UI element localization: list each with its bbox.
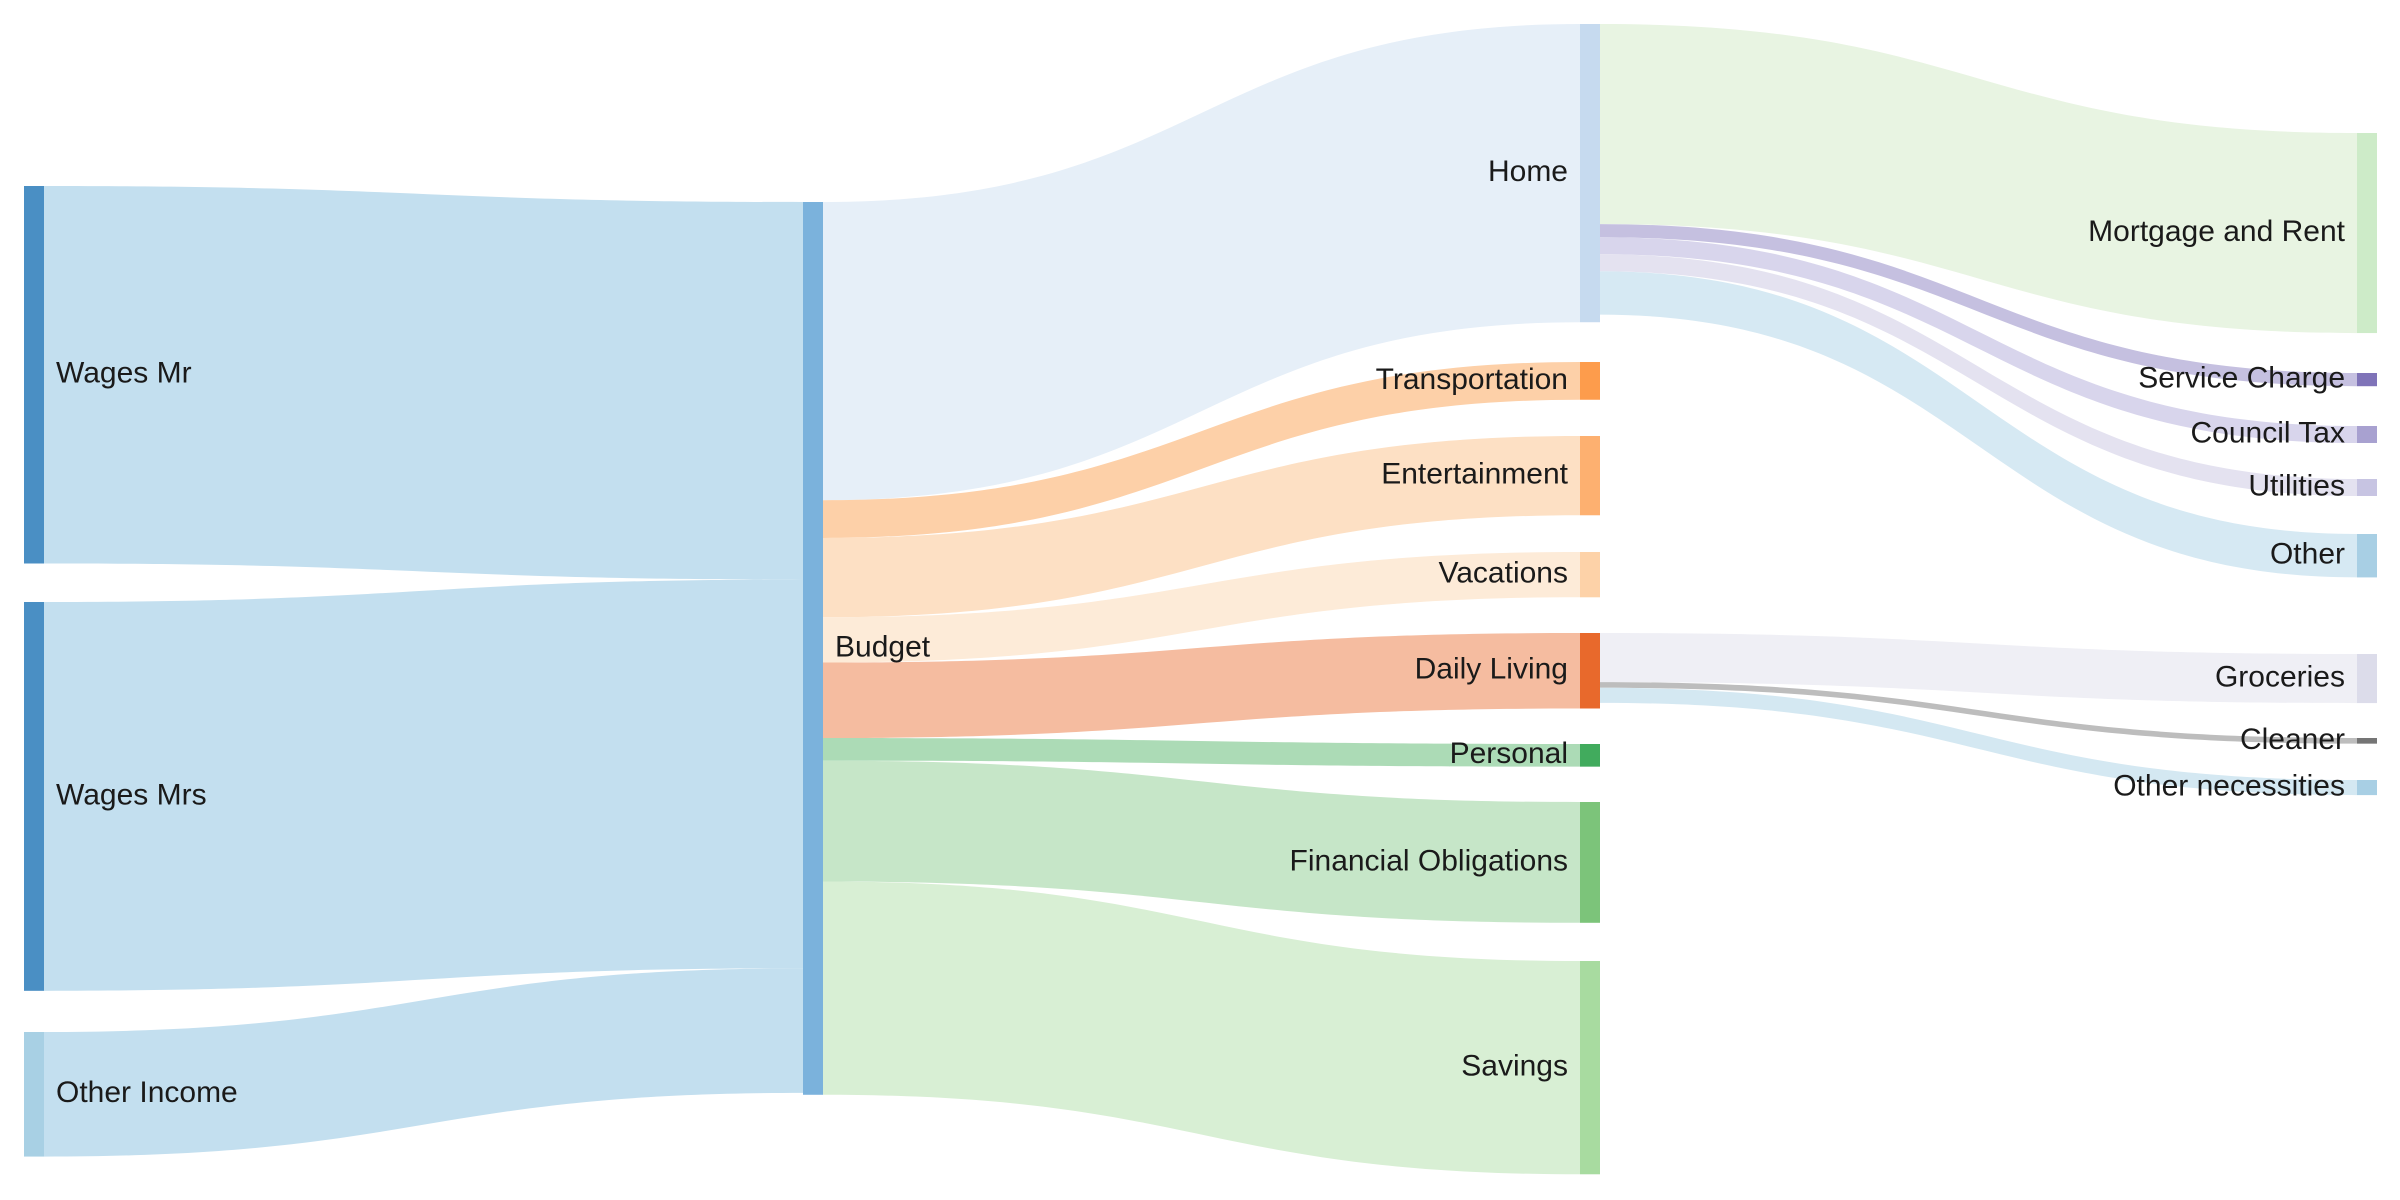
node-daily_living xyxy=(1580,633,1600,709)
node-wages_mr xyxy=(24,186,44,564)
link-other_income-to-budget xyxy=(44,968,803,1157)
node-label-savings: Savings xyxy=(1461,1050,1568,1083)
node-council_tax xyxy=(2357,426,2377,443)
labels-layer: Wages Mr Wages Mrs Other Income Budget Home T… xyxy=(56,155,2346,1109)
node-mortgage_rent xyxy=(2357,133,2377,334)
link-daily_living-to-other_necessities xyxy=(1600,687,2357,796)
node-vacations xyxy=(1580,552,1600,598)
node-other_necessities xyxy=(2357,780,2377,796)
node-savings xyxy=(1580,961,1600,1175)
node-label-other: Other xyxy=(2270,538,2345,571)
link-budget-to-entertainment xyxy=(823,436,1580,618)
node-label-other_income: Other Income xyxy=(56,1076,238,1109)
node-label-entertainment: Entertainment xyxy=(1381,458,1568,491)
node-label-utilities: Utilities xyxy=(2248,469,2345,502)
node-personal xyxy=(1580,744,1600,767)
nodes-layer xyxy=(24,24,2377,1175)
node-label-vacations: Vacations xyxy=(1438,557,1568,590)
node-financial_obligations xyxy=(1580,802,1600,923)
link-budget-to-vacations xyxy=(823,552,1580,663)
node-label-service_charge: Service Charge xyxy=(2138,362,2345,395)
node-groceries xyxy=(2357,654,2377,704)
link-daily_living-to-groceries xyxy=(1600,633,2357,704)
link-daily_living-to-cleaner xyxy=(1600,682,2357,744)
link-budget-to-financial_obligations xyxy=(823,760,1580,923)
link-budget-to-home xyxy=(823,24,1580,501)
node-entertainment xyxy=(1580,436,1600,516)
link-budget-to-personal xyxy=(823,738,1580,767)
node-cleaner xyxy=(2357,738,2377,744)
node-wages_mrs xyxy=(24,602,44,991)
link-budget-to-transportation xyxy=(823,362,1580,538)
node-utilities xyxy=(2357,479,2377,496)
node-label-council_tax: Council Tax xyxy=(2190,416,2345,449)
link-budget-to-daily_living xyxy=(823,633,1580,739)
node-transportation xyxy=(1580,362,1600,400)
node-label-wages_mrs: Wages Mrs xyxy=(56,778,207,811)
link-home-to-council_tax xyxy=(1600,237,2357,443)
node-service_charge xyxy=(2357,373,2377,387)
node-budget xyxy=(803,202,823,1095)
node-home xyxy=(1580,24,1600,323)
node-label-budget: Budget xyxy=(835,630,931,663)
node-label-other_necessities: Other necessities xyxy=(2113,769,2345,802)
node-label-financial_obligations: Financial Obligations xyxy=(1290,844,1568,877)
link-budget-to-savings xyxy=(823,881,1580,1175)
node-label-transportation: Transportation xyxy=(1376,363,1568,396)
node-label-wages_mr: Wages Mr xyxy=(56,357,192,390)
link-wages_mrs-to-budget xyxy=(44,579,803,991)
node-label-daily_living: Daily Living xyxy=(1415,653,1568,686)
node-label-groceries: Groceries xyxy=(2215,660,2345,693)
node-other xyxy=(2357,534,2377,578)
link-home-to-service_charge xyxy=(1600,224,2357,387)
links-layer xyxy=(44,24,2357,1175)
link-home-to-utilities xyxy=(1600,254,2357,496)
link-wages_mr-to-budget xyxy=(44,186,803,580)
node-other_income xyxy=(24,1032,44,1157)
node-label-home: Home xyxy=(1488,155,1568,188)
link-home-to-other xyxy=(1600,271,2357,578)
link-home-to-mortgage_rent xyxy=(1600,24,2357,334)
node-label-mortgage_rent: Mortgage and Rent xyxy=(2088,215,2345,248)
node-label-cleaner: Cleaner xyxy=(2240,723,2345,756)
node-label-personal: Personal xyxy=(1450,737,1568,770)
